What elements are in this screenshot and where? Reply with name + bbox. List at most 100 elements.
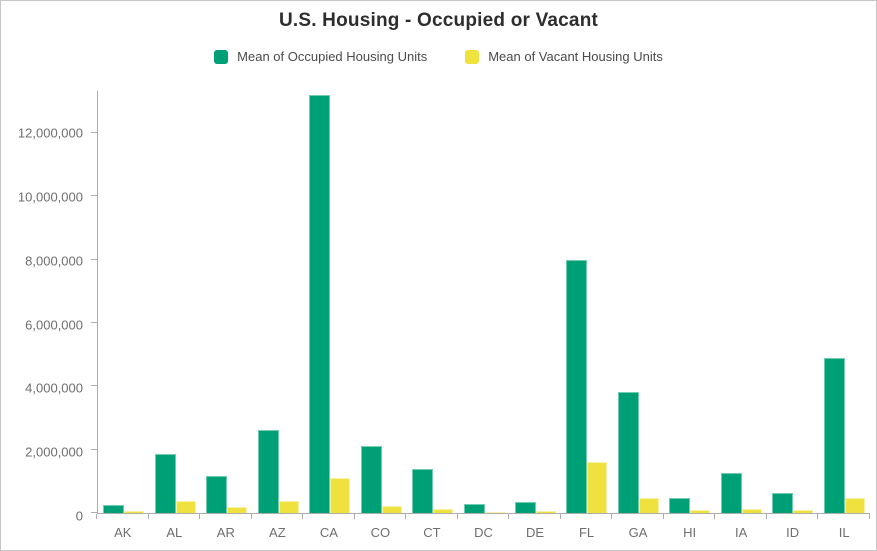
x-axis-cell-co: CO xyxy=(355,514,407,550)
bar-occupied-id[interactable] xyxy=(772,492,794,514)
x-axis-label-hi: HI xyxy=(683,525,697,541)
bar-vacant-ia[interactable] xyxy=(741,508,762,514)
y-ticks xyxy=(91,91,98,514)
bar-occupied-ia[interactable] xyxy=(720,473,742,514)
bar-group-ia xyxy=(716,473,767,514)
bar-group-il xyxy=(819,358,870,514)
bar-group-ct xyxy=(407,469,458,514)
y-axis-tick-mark xyxy=(91,385,98,387)
bar-vacant-ca[interactable] xyxy=(330,478,351,514)
y-axis-tick-mark xyxy=(91,512,98,514)
x-axis-cell-hi: HI xyxy=(664,514,716,550)
x-axis-cell-al: AL xyxy=(149,514,201,550)
legend-item-occupied[interactable]: Mean of Occupied Housing Units xyxy=(214,49,427,64)
bar-group-de xyxy=(510,502,561,514)
bar-occupied-il[interactable] xyxy=(823,358,845,514)
y-axis-tick-label: 4,000,000 xyxy=(25,380,83,396)
bar-vacant-de[interactable] xyxy=(535,511,556,514)
y-axis-tick-mark xyxy=(91,258,98,260)
x-axis-label-dc: DC xyxy=(474,525,493,541)
bar-group-co xyxy=(355,446,406,514)
y-axis: 0 2,000,000 4,000,000 6,000,000 8,000,000 10,… xyxy=(1,91,97,550)
x-axis-label-ak: AK xyxy=(114,525,132,541)
x-axis-label-ct: CT xyxy=(423,525,441,541)
x-axis-label-az: AZ xyxy=(269,525,286,541)
x-axis-labels: AK AL AR AZ CA CO CT DC DE FL GA HI IA ID IL xyxy=(96,514,870,550)
legend-label-vacant: Mean of Vacant Housing Units xyxy=(488,49,663,64)
x-axis-cell-ak: AK xyxy=(97,514,149,550)
bar-vacant-il[interactable] xyxy=(844,497,865,514)
bar-occupied-ca[interactable] xyxy=(309,95,331,514)
legend-swatch-occupied xyxy=(214,49,229,64)
y-axis-tick-mark xyxy=(91,131,98,133)
x-axis-cell-fl: FL xyxy=(561,514,613,550)
x-axis-label-fl: FL xyxy=(578,525,595,541)
bar-occupied-dc[interactable] xyxy=(463,504,485,514)
bar-occupied-de[interactable] xyxy=(514,502,536,514)
plot-column: AK AL AR AZ CA CO CT DC DE FL GA HI IA ID IL xyxy=(91,91,870,550)
bar-group-ak xyxy=(98,505,149,514)
x-axis-label-ar: AR xyxy=(216,525,235,541)
bar-group-az xyxy=(252,430,303,514)
x-axis-label-al: AL xyxy=(166,525,183,541)
bar-group-dc xyxy=(458,504,509,514)
x-axis-cell-ct: CT xyxy=(406,514,458,550)
bar-vacant-co[interactable] xyxy=(381,505,402,514)
bar-group-ca xyxy=(304,95,355,514)
x-axis-cell-az: AZ xyxy=(252,514,304,550)
bar-vacant-id[interactable] xyxy=(793,510,814,514)
bar-vacant-az[interactable] xyxy=(278,500,299,514)
bar-group-ar xyxy=(201,476,252,514)
legend: Mean of Occupied Housing Units Mean of Va… xyxy=(1,49,876,64)
bar-vacant-ak[interactable] xyxy=(124,511,145,514)
x-axis-cell-ga: GA xyxy=(612,514,664,550)
bar-group-id xyxy=(767,492,818,514)
bar-occupied-ga[interactable] xyxy=(617,391,639,514)
bar-group-ga xyxy=(613,391,664,514)
y-axis-tick-label: 0 xyxy=(75,508,83,524)
bar-vacant-ar[interactable] xyxy=(227,506,248,514)
bar-vacant-al[interactable] xyxy=(175,501,196,514)
bar-group-al xyxy=(149,453,200,514)
bar-vacant-fl[interactable] xyxy=(587,462,608,514)
y-axis-tick-label: 2,000,000 xyxy=(25,444,83,460)
bar-vacant-dc[interactable] xyxy=(484,512,505,514)
bar-group-hi xyxy=(664,498,715,514)
chart-region: 0 2,000,000 4,000,000 6,000,000 8,000,000 10,… xyxy=(1,91,870,550)
y-axis-tick-mark xyxy=(91,195,98,197)
x-axis-cell-ar: AR xyxy=(200,514,252,550)
x-axis-label-de: DE xyxy=(525,525,545,541)
x-axis-label-il: IL xyxy=(838,525,850,541)
bar-occupied-al[interactable] xyxy=(154,453,176,514)
bar-vacant-ga[interactable] xyxy=(638,497,659,514)
legend-label-occupied: Mean of Occupied Housing Units xyxy=(237,49,428,64)
bar-vacant-ct[interactable] xyxy=(433,509,454,514)
bar-group-fl xyxy=(561,260,612,514)
x-axis-label-ia: IA xyxy=(734,525,748,541)
y-axis-labels: 0 2,000,000 4,000,000 6,000,000 8,000,000 10,… xyxy=(1,91,83,524)
bar-occupied-fl[interactable] xyxy=(566,260,588,514)
x-axis-cell-ca: CA xyxy=(303,514,355,550)
plot-area xyxy=(91,91,870,515)
legend-item-vacant[interactable]: Mean of Vacant Housing Units xyxy=(465,49,663,64)
bar-occupied-az[interactable] xyxy=(257,430,279,514)
bar-occupied-co[interactable] xyxy=(360,446,382,514)
legend-swatch-vacant xyxy=(465,49,480,64)
bar-groups xyxy=(98,91,870,514)
x-axis-cell-de: DE xyxy=(509,514,561,550)
y-axis-tick-label: 12,000,000 xyxy=(17,125,83,141)
bar-occupied-ar[interactable] xyxy=(206,476,228,514)
bar-vacant-hi[interactable] xyxy=(690,510,711,514)
x-axis-label-ca: CA xyxy=(319,525,338,541)
bar-occupied-ct[interactable] xyxy=(412,469,434,514)
x-axis-cell-id: ID xyxy=(767,514,819,550)
bar-occupied-ak[interactable] xyxy=(103,505,125,514)
x-axis-label-ga: GA xyxy=(628,525,648,541)
y-axis-tick-label: 8,000,000 xyxy=(25,253,83,269)
y-axis-tick-mark xyxy=(91,322,98,323)
y-axis-tick-label: 10,000,000 xyxy=(17,189,83,205)
x-axis-label-co: CO xyxy=(370,525,391,541)
y-axis-tick-label: 6,000,000 xyxy=(25,317,83,333)
bar-occupied-hi[interactable] xyxy=(669,498,691,514)
